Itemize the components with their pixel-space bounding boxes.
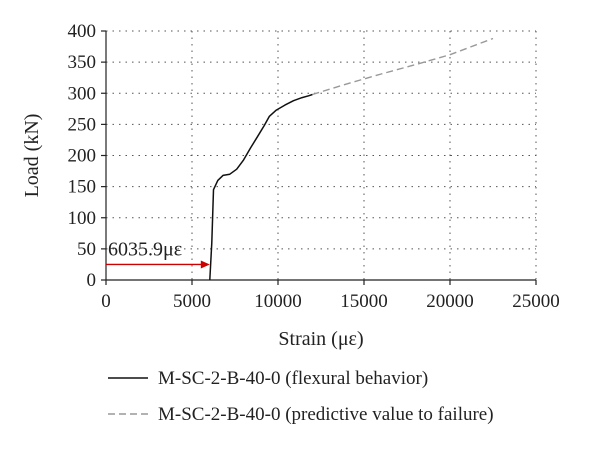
y-tick-label-100: 100 [68, 208, 97, 229]
y-tick-label-150: 150 [68, 177, 97, 198]
x-tick-label-15000: 15000 [340, 291, 388, 312]
x-tick-label-5000: 5000 [173, 291, 211, 312]
y-tick-label-250: 250 [68, 114, 97, 135]
y-tick-label-0: 0 [87, 270, 97, 291]
annotation: 6035.9με [106, 238, 210, 269]
y-tick-labels: 0 50 100 150 200 250 300 350 400 [68, 21, 97, 291]
legend-label-predictive: M-SC-2-B-40-0 (predictive value to failu… [158, 404, 494, 425]
legend: M-SC-2-B-40-0 (flexural behavior) M-SC-2… [108, 368, 494, 425]
legend-label-flexural: M-SC-2-B-40-0 (flexural behavior) [158, 368, 428, 389]
series-line-0 [209, 93, 313, 281]
annotation-label: 6035.9με [108, 238, 182, 260]
series-line-1 [312, 37, 494, 96]
y-tick-label-300: 300 [68, 83, 97, 104]
axes [101, 30, 537, 285]
x-tick-label-10000: 10000 [254, 291, 302, 312]
x-tick-label-0: 0 [101, 291, 111, 312]
y-tick-label-50: 50 [77, 239, 96, 260]
grid-lines [106, 30, 537, 280]
y-tick-label-400: 400 [68, 21, 97, 42]
x-axis-title: Strain (με) [278, 328, 363, 350]
y-tick-label-350: 350 [68, 52, 97, 73]
x-tick-label-25000: 25000 [512, 291, 560, 312]
y-tick-label-200: 200 [68, 146, 97, 167]
x-tick-labels: 0 5000 10000 15000 20000 25000 [101, 291, 560, 312]
annotation-arrow-head [200, 260, 210, 269]
series-lines [209, 37, 494, 281]
y-axis-title: Load (kN) [21, 114, 43, 198]
x-tick-label-20000: 20000 [426, 291, 474, 312]
